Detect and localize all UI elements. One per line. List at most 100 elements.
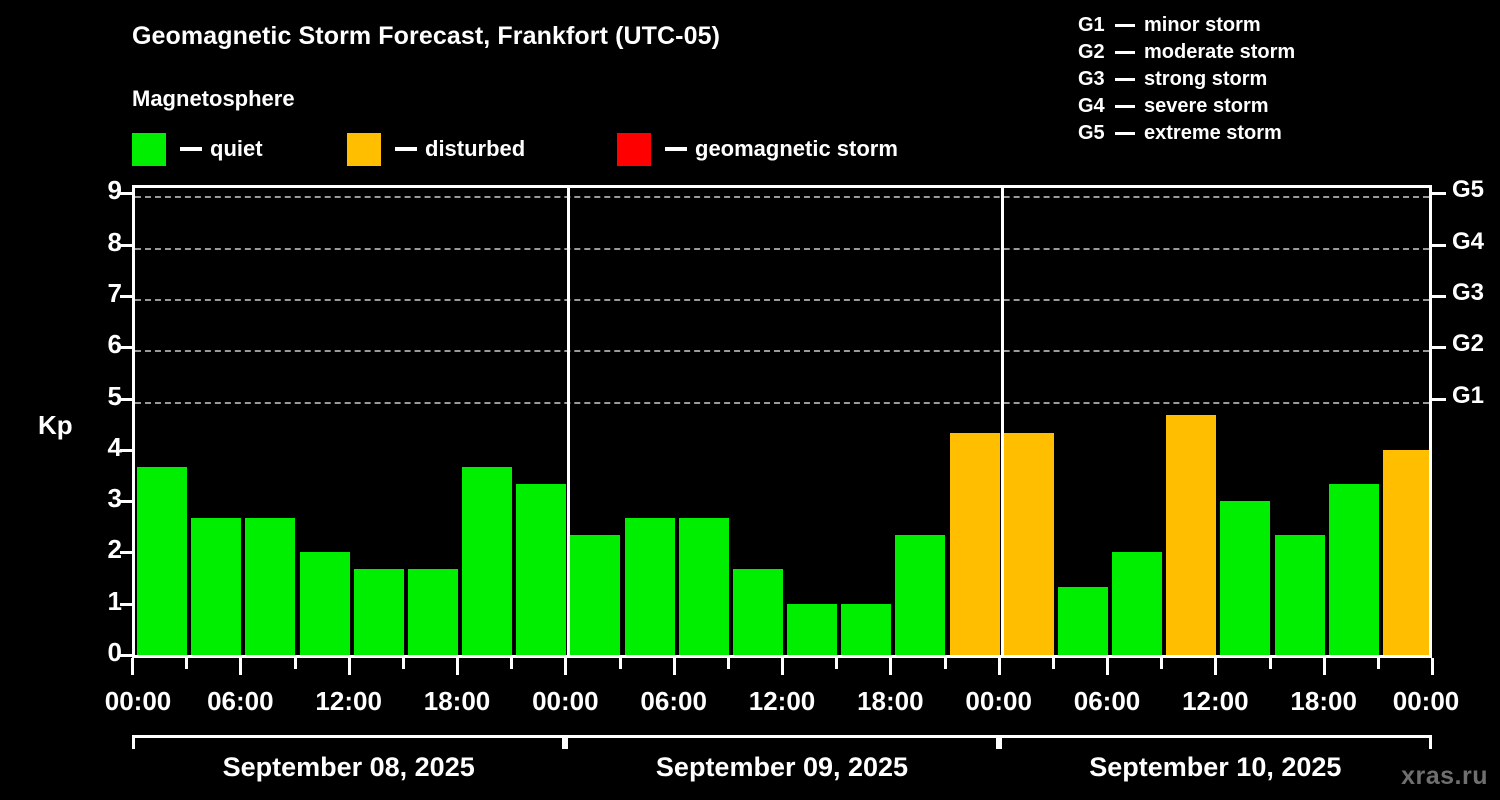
- y-tick-1: [120, 602, 132, 606]
- x-tick-label: 18:00: [857, 686, 924, 716]
- day-separator: [1000, 188, 1004, 655]
- x-tick-minor: [293, 658, 297, 669]
- g-tick-g3: [1432, 294, 1446, 298]
- bar: [570, 535, 621, 655]
- g-scale-description: extreme storm: [1144, 122, 1282, 144]
- bar: [895, 535, 946, 655]
- legend-swatch-quiet: [132, 132, 166, 166]
- x-tick-major: [1431, 658, 1434, 675]
- x-tick-minor: [618, 658, 622, 669]
- x-tick-label: 18:00: [1290, 686, 1357, 716]
- bar: [949, 432, 1000, 655]
- day-label: September 09, 2025: [655, 752, 909, 782]
- y-tick-7: [120, 294, 132, 298]
- g-axis-label-g2: G2: [1452, 330, 1485, 358]
- g-scale-legend: G1 minor storm G2 moderate storm G3 strong st…: [1078, 12, 1295, 147]
- g-axis-label-g4: G4: [1452, 227, 1485, 255]
- x-tick-label: 12:00: [1182, 686, 1249, 716]
- g-scale-row-g1: G1 minor storm: [1078, 12, 1295, 39]
- legend-swatch-geomagnetic: [617, 132, 651, 166]
- x-axis-line: [132, 655, 1432, 658]
- y-tick-0: [120, 654, 132, 657]
- bar: [353, 569, 404, 655]
- legend-swatch-disturbed: [347, 132, 381, 166]
- g-scale-dash-icon: [1115, 24, 1135, 27]
- bar: [787, 603, 838, 655]
- bar: [1112, 552, 1163, 655]
- x-tick-minor: [401, 658, 405, 669]
- y-tick-label-4: 4: [107, 431, 122, 462]
- x-tick-major: [1106, 658, 1109, 675]
- y-tick-label-2: 2: [107, 534, 122, 565]
- g-scale-code: G3: [1078, 68, 1105, 90]
- bar: [1003, 432, 1054, 655]
- g-scale-row-g5: G5 extreme storm: [1078, 120, 1295, 147]
- x-tick-major: [889, 658, 893, 675]
- legend-label: quiet: [210, 136, 263, 161]
- y-tick-label-1: 1: [107, 585, 122, 616]
- x-tick-major: [672, 658, 676, 675]
- bar: [299, 552, 350, 655]
- plot-area: [132, 185, 1432, 655]
- gridline-kp-6: [135, 350, 1429, 353]
- bar: [516, 484, 567, 655]
- bar: [1220, 501, 1271, 655]
- g-scale-code: G5: [1078, 122, 1105, 144]
- x-tick-minor: [835, 658, 839, 669]
- x-tick-minor: [1051, 658, 1055, 669]
- g-scale-dash-icon: [1115, 105, 1135, 108]
- y-tick-2: [120, 551, 132, 555]
- y-tick-6: [120, 346, 132, 350]
- g-scale-dash-icon: [1115, 51, 1135, 54]
- g-scale-description: moderate storm: [1144, 41, 1296, 63]
- gridline-kp-7: [135, 298, 1429, 301]
- g-scale-dash-icon: [1115, 78, 1135, 81]
- g-scale-code: G2: [1078, 41, 1105, 63]
- y-tick-label-6: 6: [107, 329, 122, 360]
- legend-label: geomagnetic storm: [695, 136, 898, 161]
- legend-item-geomagnetic: geomagnetic storm: [617, 132, 898, 166]
- bar: [841, 603, 892, 655]
- x-tick-minor: [510, 658, 514, 669]
- y-tick-5: [120, 397, 132, 401]
- x-tick-label: 18:00: [423, 686, 491, 716]
- bar: [1382, 449, 1429, 655]
- y-tick-4: [120, 448, 132, 452]
- y-tick-9: [120, 192, 132, 196]
- x-tick-minor: [1160, 658, 1164, 669]
- x-tick-major: [347, 658, 351, 675]
- x-tick-minor: [1268, 658, 1272, 669]
- x-tick-label: 12:00: [315, 686, 382, 716]
- x-tick-label: 00:00: [1392, 686, 1460, 716]
- y-tick-label-3: 3: [107, 483, 122, 514]
- bar: [1166, 415, 1217, 655]
- g-scale-dash-icon: [1115, 132, 1135, 135]
- g-scale-row-g2: G2 moderate storm: [1078, 39, 1295, 66]
- x-tick-major: [456, 658, 459, 675]
- y-tick-8: [120, 243, 132, 247]
- x-tick-label: 06:00: [207, 686, 274, 716]
- bar: [732, 569, 783, 655]
- g-scale-description: strong storm: [1144, 68, 1268, 90]
- x-tick-minor: [1376, 658, 1380, 669]
- x-tick-major: [1214, 658, 1218, 675]
- bar: [624, 518, 675, 655]
- day-separator: [567, 188, 571, 655]
- x-tick-major: [997, 658, 1001, 675]
- watermark: xras.ru: [1401, 762, 1488, 790]
- x-tick-label: 00:00: [965, 686, 1032, 716]
- bar: [407, 569, 458, 655]
- x-tick-major: [239, 658, 243, 675]
- x-tick-label: 06:00: [1073, 686, 1141, 716]
- g-scale-description: severe storm: [1144, 95, 1269, 117]
- y-tick-label-5: 5: [107, 380, 122, 411]
- x-tick-major: [564, 658, 568, 675]
- y-tick-3: [120, 500, 132, 504]
- gridline-kp-9: [135, 196, 1429, 199]
- y-tick-label-8: 8: [107, 226, 122, 257]
- legend-dash-icon: [395, 147, 417, 151]
- day-bracket: [998, 735, 1432, 749]
- g-tick-g5: [1432, 192, 1446, 196]
- g-axis-label-g3: G3: [1452, 278, 1485, 306]
